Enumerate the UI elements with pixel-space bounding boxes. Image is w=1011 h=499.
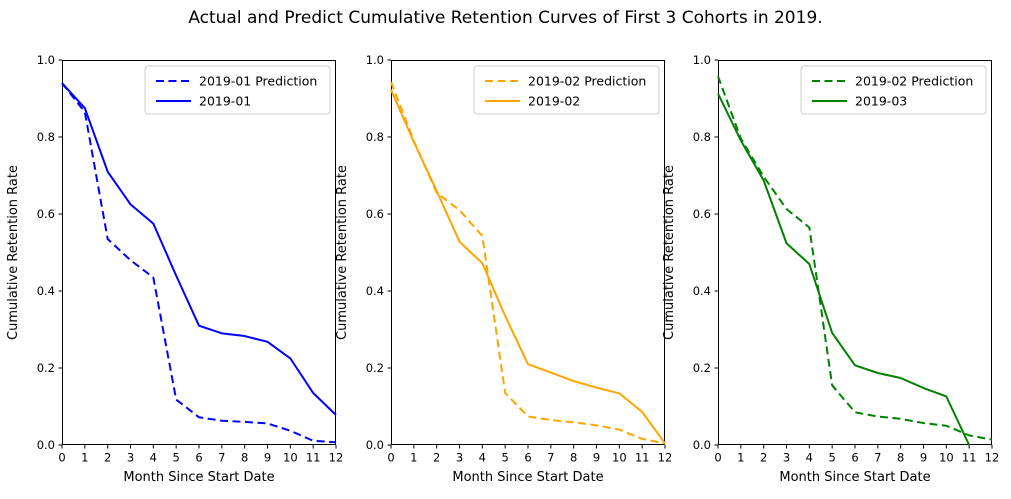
x-tick-label: 10 bbox=[939, 451, 954, 465]
actual-line-2019-02 bbox=[390, 89, 666, 445]
x-tick-label: 6 bbox=[195, 451, 202, 465]
x-tick-label: 3 bbox=[783, 451, 790, 465]
x-tick-label: 7 bbox=[547, 451, 554, 465]
y-tick-label: 0.4 bbox=[37, 284, 55, 298]
y-tick-label: 0.0 bbox=[366, 438, 384, 452]
subplot-cohort-2019-02: 0 1 2 3 4 5 6 7 8 9 10 11 12 0.0 0.2 0.4 0.6 0.8 1.0 Month … bbox=[335, 53, 672, 485]
x-tick-label: 8 bbox=[897, 451, 904, 465]
y-tick-label: 0.8 bbox=[37, 130, 55, 144]
y-tick-label: 0.6 bbox=[37, 207, 55, 221]
y-axis-label: Cumulative Retention Rate bbox=[335, 165, 350, 340]
x-tick-label: 0 bbox=[58, 451, 65, 465]
x-tick-label: 7 bbox=[874, 451, 881, 465]
legend-label: 2019-02 bbox=[528, 94, 580, 109]
x-tick-label: 5 bbox=[502, 451, 509, 465]
y-tick-label: 0.4 bbox=[693, 284, 711, 298]
prediction-line-2019-02-prediction bbox=[717, 75, 993, 441]
x-tick-label: 9 bbox=[593, 451, 600, 465]
x-tick-label: 11 bbox=[635, 451, 650, 465]
legend: 2019-02 Prediction 2019-02 bbox=[473, 65, 660, 115]
y-tick-label: 0.8 bbox=[366, 130, 384, 144]
legend-label: 2019-02 Prediction bbox=[528, 74, 646, 89]
axes-frame bbox=[62, 60, 336, 445]
x-axis-label: Month Since Start Date bbox=[779, 470, 930, 485]
x-tick-label: 1 bbox=[410, 451, 417, 465]
legend-label: 2019-01 Prediction bbox=[199, 74, 317, 89]
subplot-2-canvas: 0 1 2 3 4 5 6 7 8 9 10 11 120.00.20.40.60.81.0Month … bbox=[335, 53, 672, 485]
y-tick-label: 0.2 bbox=[366, 361, 384, 375]
x-tick-label: 9 bbox=[264, 451, 271, 465]
x-tick-label: 5 bbox=[173, 451, 180, 465]
x-axis-label: Month Since Start Date bbox=[123, 470, 274, 485]
x-tick-label: 6 bbox=[524, 451, 531, 465]
x-tick-label: 0 bbox=[387, 451, 394, 465]
y-tick-label: 0.2 bbox=[37, 361, 55, 375]
prediction-line-2019-01-prediction bbox=[61, 82, 337, 444]
figure-title: Actual and Predict Cumulative Retention … bbox=[188, 8, 823, 28]
x-tick-label: 4 bbox=[806, 451, 813, 465]
legend: 2019-01 Prediction 2019-01 bbox=[144, 65, 331, 115]
axes-frame bbox=[391, 60, 665, 445]
y-axis-label: Cumulative Retention Rate bbox=[6, 165, 21, 340]
x-tick-label: 4 bbox=[479, 451, 486, 465]
x-tick-label: 12 bbox=[985, 451, 1000, 465]
y-tick-label: 0.6 bbox=[366, 207, 384, 221]
x-tick-label: 1 bbox=[81, 451, 88, 465]
legend-label: 2019-02 Prediction bbox=[855, 74, 973, 89]
x-tick-label: 7 bbox=[218, 451, 225, 465]
y-tick-label: 0.0 bbox=[693, 438, 711, 452]
x-tick-label: 8 bbox=[570, 451, 577, 465]
subplot-1-canvas: 0 1 2 3 4 5 6 7 8 9 10 11 120.00.20.40.60.81.0Month … bbox=[6, 53, 343, 485]
x-tick-label: 5 bbox=[829, 451, 836, 465]
legend-label: 2019-03 bbox=[855, 94, 907, 109]
x-tick-label: 10 bbox=[283, 451, 298, 465]
x-tick-label: 4 bbox=[150, 451, 157, 465]
legend: 2019-02 Prediction 2019-03 bbox=[800, 65, 987, 115]
x-tick-label: 9 bbox=[920, 451, 927, 465]
y-axis-label: Cumulative Retention Rate bbox=[662, 165, 677, 340]
x-tick-label: 3 bbox=[127, 451, 134, 465]
actual-line-2019-01 bbox=[61, 82, 337, 416]
y-tick-label: 0.0 bbox=[37, 438, 55, 452]
y-tick-label: 1.0 bbox=[693, 53, 711, 67]
x-tick-label: 11 bbox=[306, 451, 321, 465]
legend-box bbox=[144, 65, 331, 115]
x-tick-label: 12 bbox=[329, 451, 344, 465]
y-tick-label: 1.0 bbox=[37, 53, 55, 67]
x-tick-label: 6 bbox=[851, 451, 858, 465]
actual-line-2019-03 bbox=[717, 93, 971, 446]
legend-box bbox=[800, 65, 987, 115]
subplot-cohort-2019-01: 0 1 2 3 4 5 6 7 8 9 10 11 12 0.0 0.2 0.4 0.6 0.8 1.0 Month … bbox=[6, 53, 343, 485]
x-axis-label: Month Since Start Date bbox=[452, 470, 603, 485]
x-tick-label: 0 bbox=[714, 451, 721, 465]
subplot-3-canvas: 0 1 2 3 4 5 6 7 8 9 10 11 120.00.20.40.60.81.0Month … bbox=[662, 53, 999, 485]
x-tick-label: 2 bbox=[760, 451, 767, 465]
y-tick-label: 0.4 bbox=[366, 284, 384, 298]
x-tick-label: 1 bbox=[737, 451, 744, 465]
legend-label: 2019-01 bbox=[199, 94, 251, 109]
legend-box bbox=[473, 65, 660, 115]
x-tick-label: 2 bbox=[104, 451, 111, 465]
subplot-cohort-2019-03: 0 1 2 3 4 5 6 7 8 9 10 11 12 0.0 0.2 0.4 0.6 0.8 1.0 Month … bbox=[662, 53, 999, 485]
y-tick-label: 1.0 bbox=[366, 53, 384, 67]
y-tick-label: 0.6 bbox=[693, 207, 711, 221]
x-tick-label: 8 bbox=[241, 451, 248, 465]
axes-frame bbox=[718, 60, 992, 445]
x-tick-label: 3 bbox=[456, 451, 463, 465]
x-tick-label: 10 bbox=[612, 451, 627, 465]
y-tick-label: 0.2 bbox=[693, 361, 711, 375]
x-tick-label: 11 bbox=[962, 451, 977, 465]
y-tick-label: 0.8 bbox=[693, 130, 711, 144]
prediction-line-2019-02-prediction bbox=[390, 81, 666, 445]
x-tick-label: 2 bbox=[433, 451, 440, 465]
x-tick-label: 12 bbox=[658, 451, 673, 465]
